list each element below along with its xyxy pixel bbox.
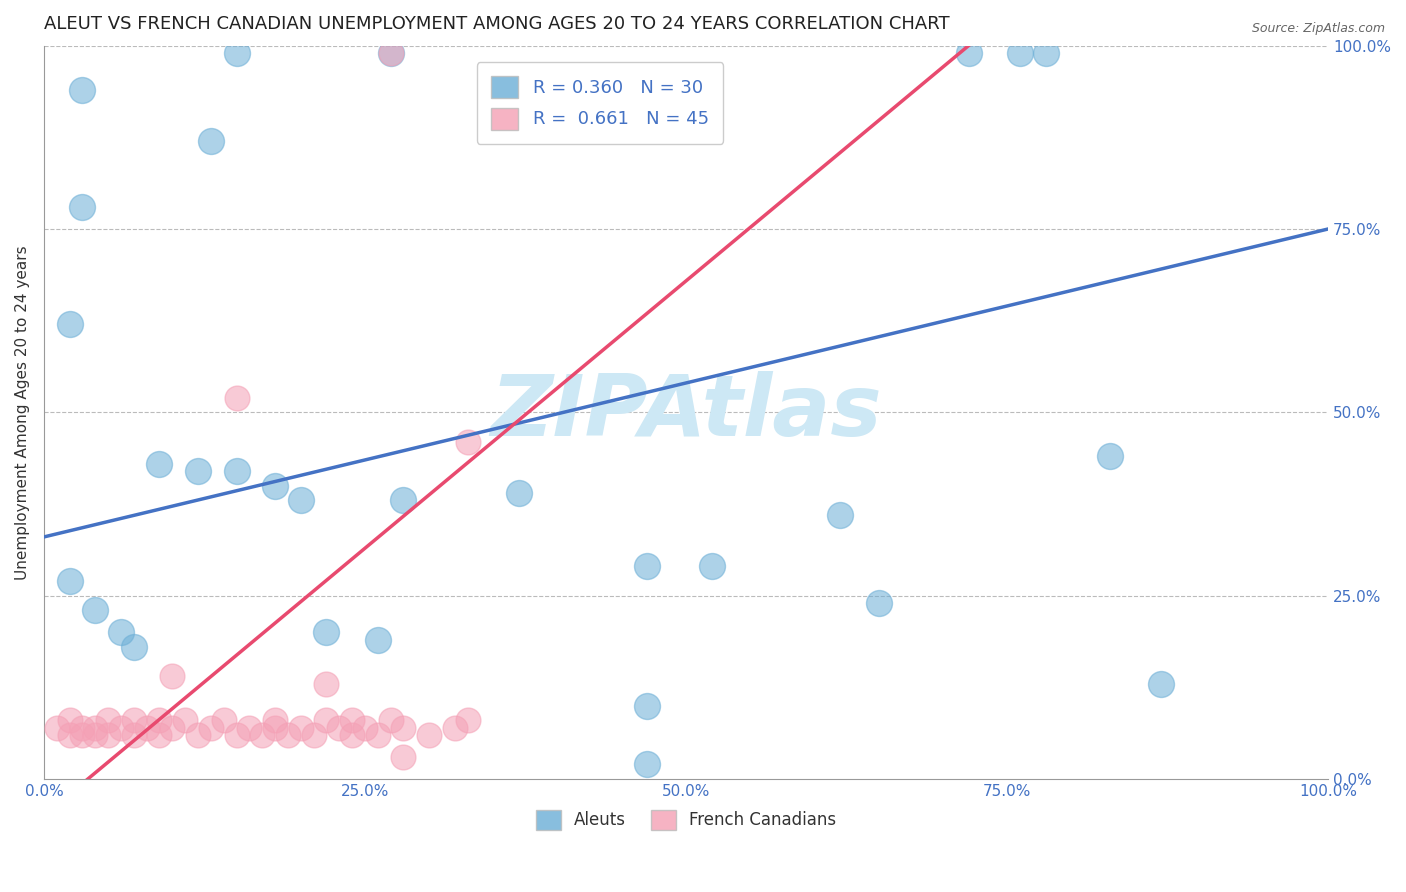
Y-axis label: Unemployment Among Ages 20 to 24 years: Unemployment Among Ages 20 to 24 years	[15, 245, 30, 580]
Point	[58, 713, 80, 727]
Point	[58, 728, 80, 742]
Point	[637, 698, 659, 713]
Point	[315, 713, 337, 727]
Point	[174, 713, 197, 727]
Point	[187, 464, 209, 478]
Point	[122, 728, 145, 742]
Point	[354, 721, 377, 735]
Point	[1035, 45, 1057, 60]
Point	[97, 728, 120, 742]
Point	[72, 721, 94, 735]
Point	[315, 625, 337, 640]
Point	[225, 464, 247, 478]
Point	[418, 728, 440, 742]
Point	[122, 640, 145, 654]
Point	[58, 574, 80, 588]
Point	[340, 728, 363, 742]
Point	[148, 713, 170, 727]
Point	[315, 676, 337, 690]
Text: ALEUT VS FRENCH CANADIAN UNEMPLOYMENT AMONG AGES 20 TO 24 YEARS CORRELATION CHAR: ALEUT VS FRENCH CANADIAN UNEMPLOYMENT AM…	[44, 15, 949, 33]
Point	[110, 721, 132, 735]
Point	[457, 434, 479, 449]
Point	[302, 728, 325, 742]
Point	[1008, 45, 1031, 60]
Point	[380, 713, 402, 727]
Point	[637, 559, 659, 574]
Point	[1098, 450, 1121, 464]
Point	[187, 728, 209, 742]
Text: ZIPAtlas: ZIPAtlas	[491, 371, 882, 454]
Point	[45, 721, 67, 735]
Point	[290, 493, 312, 508]
Point	[457, 713, 479, 727]
Point	[700, 559, 723, 574]
Point	[1150, 676, 1173, 690]
Text: Source: ZipAtlas.com: Source: ZipAtlas.com	[1251, 22, 1385, 36]
Point	[148, 728, 170, 742]
Point	[162, 669, 184, 683]
Point	[212, 713, 235, 727]
Point	[508, 486, 530, 500]
Point	[84, 721, 107, 735]
Point	[264, 713, 287, 727]
Point	[122, 713, 145, 727]
Point	[957, 45, 980, 60]
Point	[225, 728, 247, 742]
Point	[868, 596, 890, 610]
Point	[97, 713, 120, 727]
Point	[328, 721, 350, 735]
Point	[72, 83, 94, 97]
Point	[367, 632, 389, 647]
Point	[110, 625, 132, 640]
Point	[200, 721, 222, 735]
Point	[84, 603, 107, 617]
Point	[225, 45, 247, 60]
Point	[830, 508, 852, 522]
Legend: Aleuts, French Canadians: Aleuts, French Canadians	[529, 803, 844, 837]
Point	[238, 721, 260, 735]
Point	[84, 728, 107, 742]
Point	[148, 457, 170, 471]
Point	[72, 200, 94, 214]
Point	[380, 45, 402, 60]
Point	[392, 493, 415, 508]
Point	[135, 721, 157, 735]
Point	[162, 721, 184, 735]
Point	[277, 728, 299, 742]
Point	[380, 45, 402, 60]
Point	[392, 721, 415, 735]
Point	[264, 478, 287, 492]
Point	[340, 713, 363, 727]
Point	[250, 728, 273, 742]
Point	[290, 721, 312, 735]
Point	[367, 728, 389, 742]
Point	[72, 728, 94, 742]
Point	[444, 721, 467, 735]
Point	[637, 757, 659, 772]
Point	[264, 721, 287, 735]
Point	[200, 134, 222, 148]
Point	[392, 750, 415, 764]
Point	[225, 391, 247, 405]
Point	[58, 318, 80, 332]
